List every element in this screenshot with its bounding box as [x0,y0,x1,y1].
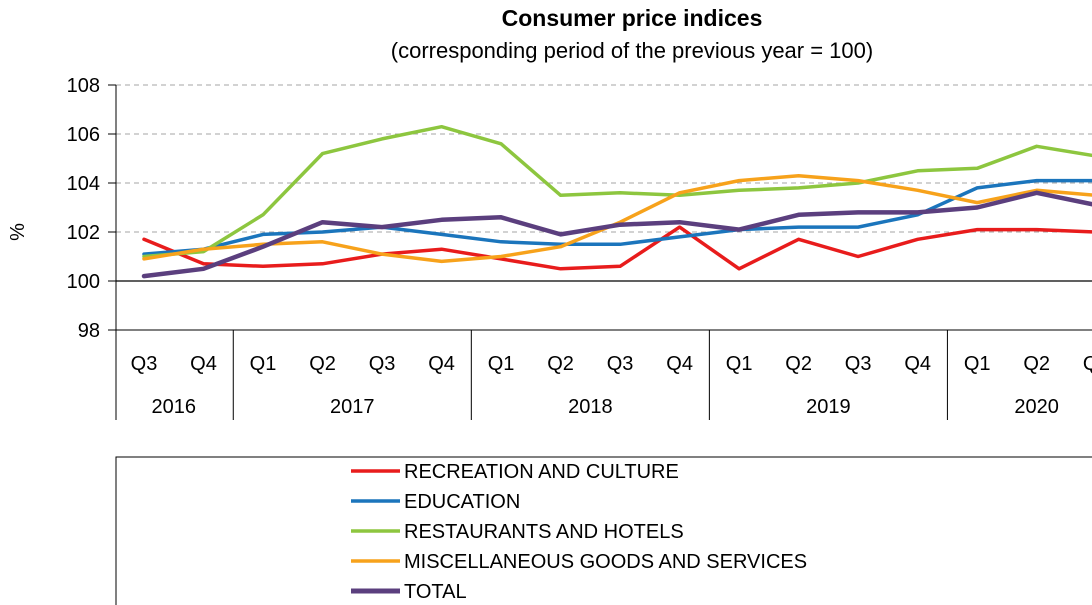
y-tick-label: 104 [67,173,100,195]
year-label: 2016 [152,396,197,418]
legend-box [115,456,1092,605]
x-tick-label: Q2 [785,353,812,375]
y-tick-label: 100 [67,271,100,293]
chart-title: Consumer price indices [502,5,763,31]
series-line [142,124,1092,259]
year-label: 2019 [806,396,851,418]
x-tick-label: Q1 [726,353,753,375]
x-tick-label: Q4 [428,353,455,375]
chart-subtitle: (corresponding period of the previous ye… [391,38,873,63]
x-tick-label: Q1 [964,353,991,375]
legend-label: RECREATION AND CULTURE [404,461,679,483]
series-line [142,178,1092,256]
axis-layer: 98 100 102 104 106 108 Q3 Q4 Q1 Q2 Q3 Q4 Q1 Q2 Q3 Q4 Q1 Q… [67,75,1092,420]
y-tick-label: 98 [78,320,100,342]
x-tick-label: Q1 [250,353,277,375]
y-tick-label: 108 [67,75,100,97]
x-tick-label: Q2 [547,353,574,375]
x-tick-label: Q3 [369,353,396,375]
y-axis-label: % [7,223,29,241]
x-tick-label: Q2 [309,353,336,375]
series-layer [141,124,1092,279]
x-tick-label: Q3 [845,353,872,375]
x-tick-label: Q3 [1083,353,1092,375]
grid-layer [116,84,1092,282]
x-tick-label: Q3 [131,353,158,375]
x-tick-label: Q1 [488,353,515,375]
year-label: 2018 [568,396,613,418]
y-tick-label: 102 [67,222,100,244]
year-label: 2020 [1014,396,1059,418]
legend-label: MISCELLANEOUS GOODS AND SERVICES [404,551,807,573]
series-line [142,173,1092,264]
x-tick-label: Q4 [904,353,931,375]
x-tick-label: Q2 [1023,353,1050,375]
legend-label: EDUCATION [404,491,520,513]
year-label: 2017 [330,396,375,418]
legend-label: RESTAURANTS AND HOTELS [404,521,684,543]
series-line [141,190,1092,279]
y-tick-label: 106 [67,124,100,146]
x-tick-label: Q3 [607,353,634,375]
legend: RECREATION AND CULTURE EDUCATION RESTAURAN… [351,461,807,603]
x-tick-label: Q4 [666,353,693,375]
series-line [142,225,1092,271]
legend-label: TOTAL [404,581,467,603]
x-tick-label: Q4 [190,353,217,375]
